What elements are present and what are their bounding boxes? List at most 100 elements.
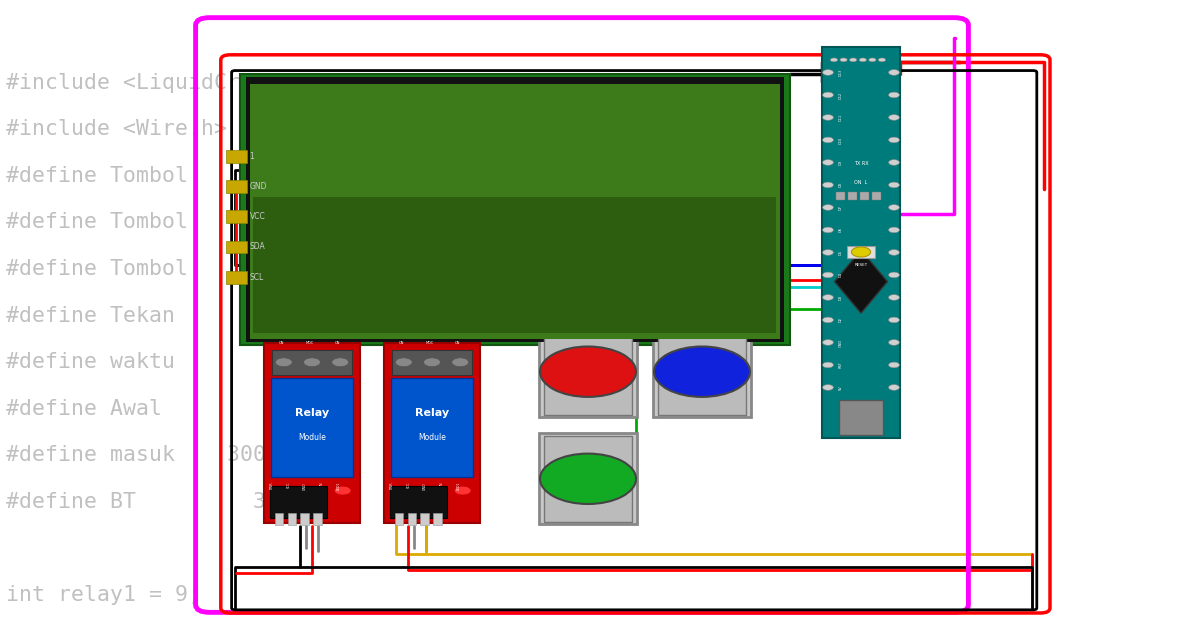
Polygon shape [835,250,888,313]
Text: RST: RST [839,362,842,369]
Bar [847,246,876,258]
Bar [226,180,247,193]
Text: SCL: SCL [250,273,264,282]
Text: D12: D12 [839,91,842,98]
Circle shape [888,340,900,345]
Circle shape [888,92,900,98]
Bar [408,513,416,525]
Text: D13: D13 [839,69,842,76]
Text: MOC: MOC [426,341,433,345]
Bar [226,150,247,163]
Bar [840,400,883,435]
Circle shape [888,137,900,143]
Bar [246,77,784,342]
Circle shape [888,115,900,120]
Circle shape [332,358,349,367]
Bar [270,486,328,518]
Bar [226,241,247,253]
Bar [240,74,790,345]
Bar [658,328,746,415]
Text: D9: D9 [839,160,842,165]
Text: D8: D8 [839,183,842,188]
Text: RESET: RESET [854,263,868,266]
Bar [822,47,900,438]
Circle shape [888,205,900,210]
Circle shape [823,159,834,165]
Circle shape [888,272,900,278]
Bar [836,192,845,200]
Circle shape [823,137,834,143]
Text: IN: IN [440,482,444,486]
Bar [539,326,637,417]
Bar [848,192,857,200]
Bar [253,197,776,333]
Circle shape [888,70,900,76]
Circle shape [395,358,412,367]
Circle shape [888,182,900,188]
Bar [226,271,247,284]
Text: #include <LiquidCrystal_I2C.h>: #include <LiquidCrystal_I2C.h> [6,72,396,93]
Circle shape [878,58,886,62]
Text: ON: ON [398,341,404,345]
Circle shape [424,358,440,367]
Circle shape [852,247,871,257]
Bar [539,433,637,524]
Text: ON  L: ON L [854,180,868,185]
Text: ON: ON [278,341,284,345]
Circle shape [823,317,834,323]
Circle shape [823,182,834,188]
Text: ON: ON [455,341,461,345]
Circle shape [888,362,900,368]
Circle shape [823,340,834,345]
Circle shape [823,272,834,278]
Text: int relay1 = 9;: int relay1 = 9; [6,585,202,605]
Circle shape [888,159,900,165]
Text: #define Tombol: #define Tombol [6,212,188,232]
Text: Module: Module [298,433,326,442]
Circle shape [888,295,900,301]
Bar [250,84,780,339]
Bar [300,513,308,525]
Circle shape [823,362,834,368]
Circle shape [850,58,857,62]
Circle shape [859,58,866,62]
Circle shape [452,358,469,367]
Text: SDA: SDA [250,243,265,251]
Text: MOC: MOC [306,341,313,345]
Text: #define Tombol: #define Tombol [6,259,188,279]
Circle shape [540,454,636,504]
Text: GND: GND [424,482,427,490]
Circle shape [830,58,838,62]
Text: D6: D6 [839,227,842,232]
Circle shape [275,358,292,367]
Circle shape [823,384,834,390]
Bar [391,378,473,477]
Circle shape [888,317,900,323]
Text: #define waktu: #define waktu [6,352,175,372]
Bar [226,210,247,223]
Bar [433,513,442,525]
Circle shape [455,486,472,495]
Text: D10: D10 [839,136,842,144]
Text: Relay: Relay [415,408,449,418]
Text: #define masuk    300: #define masuk 300 [6,445,266,466]
Text: VCC: VCC [287,482,290,488]
Circle shape [888,384,900,390]
Text: D7: D7 [839,205,842,210]
Text: D3: D3 [839,295,842,300]
Circle shape [869,58,876,62]
Text: D5: D5 [839,250,842,255]
Text: 1: 1 [250,152,254,161]
Text: D2: D2 [839,318,842,323]
Text: LED1: LED1 [337,482,341,490]
Circle shape [888,249,900,255]
Text: Relay: Relay [295,408,329,418]
Circle shape [823,70,834,76]
Text: #define Awal: #define Awal [6,399,162,419]
Circle shape [840,58,847,62]
Text: VCC: VCC [250,212,265,221]
Circle shape [823,227,834,232]
Bar [391,350,473,375]
Text: Module: Module [418,433,446,442]
Bar [271,378,353,477]
